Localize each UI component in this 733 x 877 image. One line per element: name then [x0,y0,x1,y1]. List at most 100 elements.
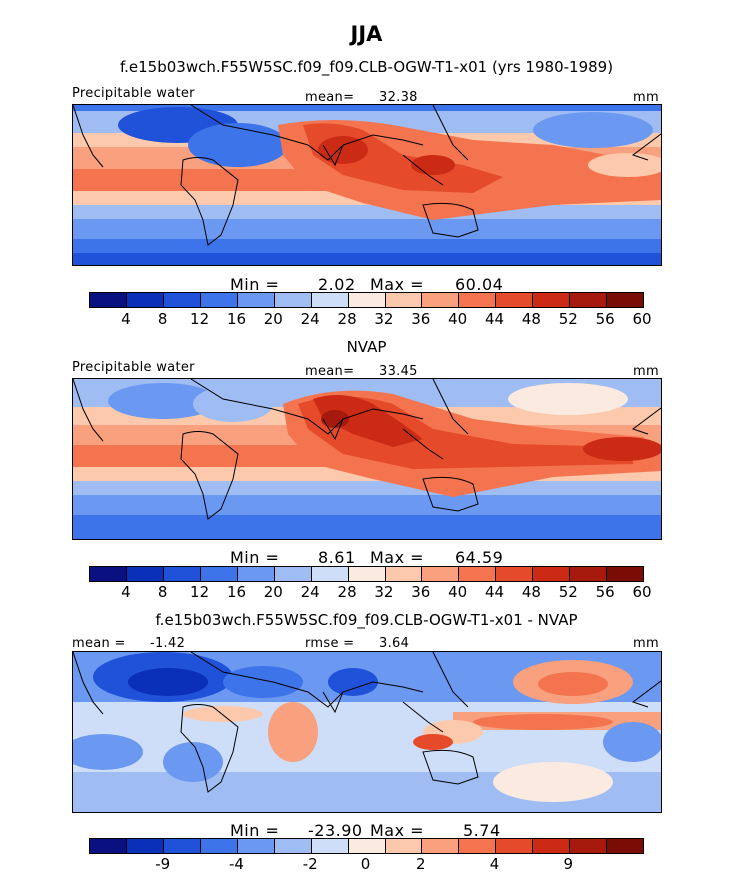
colorbar-tick: 56 [595,310,615,328]
colorbar-swatch [274,567,312,581]
colorbar-swatch [237,293,275,307]
panel-3-colorbar-ticks: -9 -4 -2 0 2 4 9 [89,855,642,875]
colorbar-tick: 52 [558,583,578,601]
colorbar-swatch [496,839,534,853]
colorbar-swatch [385,567,423,581]
colorbar-swatch [274,839,312,853]
panel-1-max-label: Max = [370,275,425,294]
colorbar-swatch [459,293,497,307]
panel-3-mean-value: -1.42 [150,636,186,651]
colorbar-tick: 44 [484,583,505,601]
colorbar-tick: 32 [374,583,394,601]
colorbar-tick: -4 [229,855,244,873]
colorbar-tick: -9 [155,855,171,873]
colorbar-swatch [200,839,238,853]
colorbar-tick: 4 [121,310,131,328]
panel-2-min-value: 8.61 [318,548,356,567]
colorbar-swatch [126,839,164,853]
panel-2-units: mm [633,364,659,379]
panel-2-map [72,378,662,540]
colorbar-tick: 12 [190,583,210,601]
panel-1-units: mm [633,90,659,105]
colorbar-tick: 36 [411,310,431,328]
colorbar-swatch [237,567,275,581]
colorbar-swatch [422,839,460,853]
colorbar-swatch [459,839,497,853]
panel-3-max-value: 5.74 [463,821,501,840]
colorbar-swatch [570,567,608,581]
colorbar-swatch [570,839,608,853]
colorbar-swatch [496,293,534,307]
panel-3-subtitle: f.e15b03wch.F55W5SC.f09_f09.CLB-OGW-T1-x… [155,611,578,629]
colorbar-tick: 8 [157,583,168,601]
panel-2-subtitle: NVAP [346,338,387,356]
panel-2-min-label: Min = [230,548,280,567]
colorbar-swatch [90,567,127,581]
page-title: JJA [350,22,383,46]
colorbar-tick: 24 [300,310,320,328]
panel-1-min-label: Min = [230,275,280,294]
colorbar-swatch [311,293,349,307]
colorbar-tick: 60 [632,310,652,328]
colorbar-tick: 16 [226,583,247,601]
colorbar-swatch [274,293,312,307]
panel-2-mean-label: mean= [305,364,355,379]
panel-3-colorbar [89,838,644,854]
panel-3-rmse-label: rmse = [305,636,355,651]
panel-2-max-label: Max = [370,548,425,567]
panel-3-rmse-value: 3.64 [379,636,410,651]
panel-3-min-value: -23.90 [308,821,363,840]
colorbar-swatch [90,293,127,307]
panel-3-units: mm [633,636,659,651]
colorbar-swatch [607,567,644,581]
panel-2-variable-label: Precipitable water [72,360,195,375]
colorbar-swatch [348,839,386,853]
colorbar-swatch [607,839,644,853]
colorbar-tick: 32 [374,310,394,328]
colorbar-swatch [311,567,349,581]
colorbar-tick: 40 [448,583,468,601]
colorbar-swatch [348,293,386,307]
panel-3-mean-label: mean = [72,636,126,651]
panel-2-colorbar [89,566,644,582]
colorbar-swatch [237,839,275,853]
colorbar-swatch [200,567,238,581]
panel-1-variable-label: Precipitable water [72,86,195,101]
colorbar-swatch [422,567,460,581]
colorbar-swatch [385,293,423,307]
panel-1-max-value: 60.04 [455,275,504,294]
colorbar-swatch [533,293,571,307]
panel-1-subtitle: f.e15b03wch.F55W5SC.f09_f09.CLB-OGW-T1-x… [119,58,614,76]
colorbar-tick: 52 [558,310,578,328]
colorbar-swatch [607,293,644,307]
panel-3-max-label: Max = [370,821,425,840]
colorbar-tick: 9 [563,855,574,873]
colorbar-tick: 48 [521,583,541,601]
colorbar-tick: 20 [263,310,283,328]
colorbar-swatch [348,567,386,581]
colorbar-swatch [126,567,164,581]
colorbar-swatch [459,567,497,581]
panel-1-min-value: 2.02 [318,275,356,294]
colorbar-tick: 8 [157,310,168,328]
panel-1-mean-label: mean= [305,90,355,105]
panel-1-mean-value: 32.38 [379,90,418,105]
colorbar-swatch [163,567,201,581]
colorbar-swatch [90,839,127,853]
colorbar-tick: 16 [226,310,247,328]
panel-1-colorbar [89,292,644,308]
colorbar-tick: 4 [121,583,131,601]
colorbar-tick: 40 [448,310,468,328]
panel-2-colorbar-ticks: 4 8 12 16 20 24 28 32 36 40 44 48 52 56 … [89,583,651,603]
panel-2-max-value: 64.59 [455,548,504,567]
colorbar-swatch [163,293,201,307]
colorbar-tick: 56 [595,583,615,601]
colorbar-tick: 60 [632,583,652,601]
colorbar-swatch [385,839,423,853]
panel-1-colorbar-ticks: 4 8 12 16 20 24 28 32 36 40 44 48 52 56 … [89,310,651,330]
colorbar-tick: 12 [190,310,210,328]
colorbar-tick: 4 [489,855,500,873]
colorbar-tick: -2 [302,855,318,873]
colorbar-tick: 24 [300,583,320,601]
colorbar-swatch [570,293,608,307]
